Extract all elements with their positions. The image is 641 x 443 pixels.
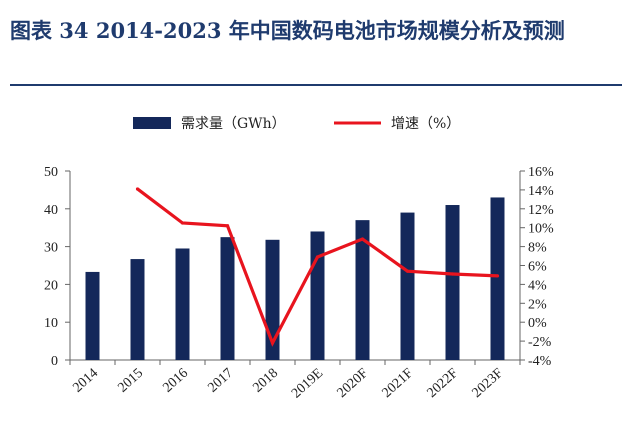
bar-2016 — [175, 248, 190, 360]
bar-2020F — [355, 220, 370, 360]
y-right-tick-label: 10% — [528, 222, 554, 237]
legend-label-demand: 需求量（GWh） — [181, 116, 286, 132]
bar-2017 — [220, 237, 235, 360]
y-right-tick-label: -2% — [528, 335, 552, 350]
legend-swatch-demand — [133, 117, 171, 129]
x-tick-label: 2023F — [470, 366, 507, 401]
y-right-tick-label: -4% — [528, 354, 552, 369]
y-left-tick-label: 20 — [44, 278, 58, 293]
y-left-tick-label: 10 — [44, 316, 58, 331]
x-tick-label: 2017 — [205, 366, 236, 396]
y-right-tick-label: 2% — [528, 297, 547, 312]
legend: 需求量（GWh） 增速（%） — [133, 116, 460, 132]
y-right-tick-label: 12% — [528, 203, 554, 218]
y-right-tick-label: 16% — [528, 165, 554, 180]
growth-point-2021F — [405, 269, 410, 273]
bar-2019E — [310, 231, 325, 360]
growth-point-2018 — [270, 341, 275, 345]
x-tick-label: 2014 — [70, 366, 101, 396]
axes — [65, 170, 525, 365]
growth-point-2019E — [315, 255, 320, 259]
y-left-tick-label: 0 — [51, 354, 58, 369]
growth-point-2020F — [360, 237, 365, 241]
y-right-tick-label: 14% — [528, 184, 554, 199]
legend-label-growth: 增速（%） — [391, 116, 460, 132]
growth-point-2015 — [135, 187, 140, 191]
bar-series — [85, 197, 505, 360]
growth-point-2017 — [225, 224, 230, 228]
bar-2021F — [400, 212, 415, 360]
bar-2015 — [130, 259, 145, 360]
y-left-tick-label: 50 — [44, 165, 58, 180]
x-tick-label: 2019E — [289, 366, 326, 402]
bar-2014 — [85, 271, 100, 360]
page-title: 图表 34 2014-2023 年中国数码电池市场规模分析及预测 — [10, 18, 565, 43]
y-right-tick-label: 8% — [528, 241, 547, 256]
x-tick-label: 2018 — [250, 366, 281, 396]
y-left-tick-label: 40 — [44, 203, 58, 218]
bar-2023F — [490, 197, 505, 360]
growth-point-2016 — [180, 221, 185, 225]
y-right-tick-label: 4% — [528, 278, 547, 293]
growth-point-2023F — [495, 274, 500, 278]
tick-labels: 0 10 20 30 40 50 -4% -2% 0% 2% 4% 6% 8% 10% 12% 14% 16% 2… — [44, 165, 554, 401]
x-tick-label: 2015 — [115, 366, 146, 396]
y-left-tick-label: 30 — [44, 241, 58, 256]
y-right-tick-label: 6% — [528, 260, 547, 275]
combo-chart: 需求量（GWh） 增速（%） 0 10 20 30 40 50 -4% -2% 0% 2% 4% 6% 8… — [44, 116, 554, 401]
x-tick-label: 2022F — [425, 366, 462, 401]
x-tick-label: 2021F — [380, 366, 417, 401]
y-right-tick-label: 0% — [528, 316, 547, 331]
x-tick-label: 2020F — [335, 366, 372, 401]
line-series — [135, 187, 500, 347]
growth-point-2022F — [450, 272, 455, 276]
x-tick-label: 2016 — [160, 366, 191, 396]
title-divider — [10, 84, 622, 86]
bar-2022F — [445, 205, 460, 360]
